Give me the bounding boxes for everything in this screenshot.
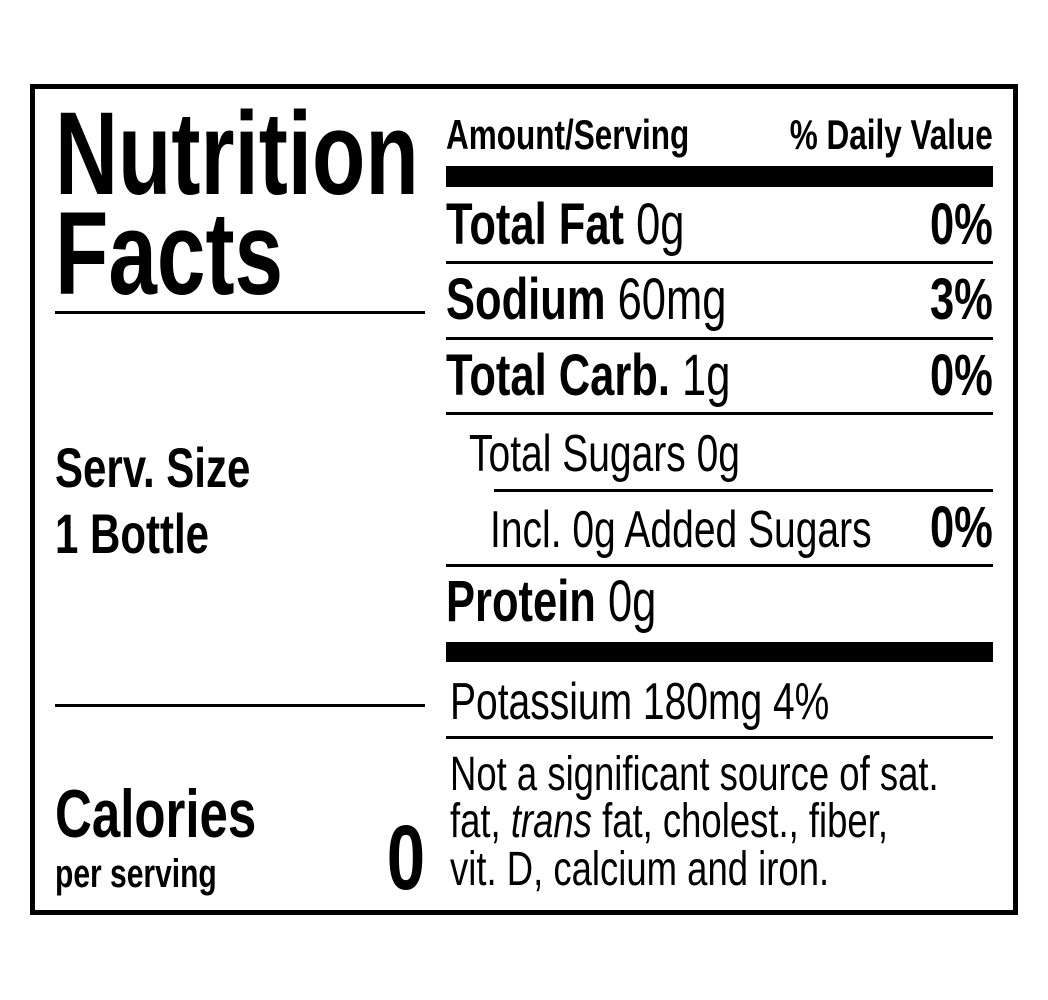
thick-bar — [446, 642, 993, 662]
divider — [446, 736, 993, 739]
serving-size-value: 1 Bottle — [55, 502, 210, 565]
thick-bar — [446, 166, 993, 187]
calories-per-serving: per serving — [55, 852, 217, 896]
nutrient-total-sugars: Total Sugars 0g — [469, 425, 741, 483]
nutrient-sodium: Sodium 60mg — [446, 267, 727, 332]
divider — [446, 412, 993, 415]
nutrition-label-border — [30, 84, 1018, 915]
dv-total-carb: 0% — [930, 343, 993, 408]
footnote-line-2: fat, trans fat, cholest., fiber, — [450, 795, 888, 848]
nutrient-protein: Protein 0g — [446, 569, 657, 634]
nutrient-total-fat: Total Fat 0g — [446, 192, 685, 257]
header-amount-serving: Amount/Serving — [446, 111, 690, 158]
divider — [446, 564, 993, 567]
nutrient-added-sugars: Incl. 0g Added Sugars — [490, 501, 872, 559]
dv-total-fat: 0% — [930, 192, 993, 257]
title-facts: Facts — [55, 188, 284, 320]
divider — [55, 311, 425, 314]
divider — [55, 704, 425, 707]
nutrient-potassium: Potassium 180mg 4% — [450, 673, 830, 731]
dv-added-sugars: 0% — [930, 495, 993, 560]
divider — [446, 261, 993, 264]
calories-value: 0 — [386, 807, 425, 909]
nutrient-total-carb: Total Carb. 1g — [446, 343, 731, 408]
divider — [446, 337, 993, 340]
divider — [494, 489, 993, 492]
calories-label: Calories — [55, 776, 257, 852]
dv-sodium: 3% — [930, 267, 993, 332]
footnote-line-3: vit. D, calcium and iron. — [450, 843, 830, 896]
title-nutrition: Nutrition — [55, 88, 419, 220]
header-daily-value: % Daily Value — [789, 111, 993, 158]
footnote-line-1: Not a significant source of sat. — [450, 748, 939, 801]
serving-size-label: Serv. Size — [55, 436, 251, 499]
